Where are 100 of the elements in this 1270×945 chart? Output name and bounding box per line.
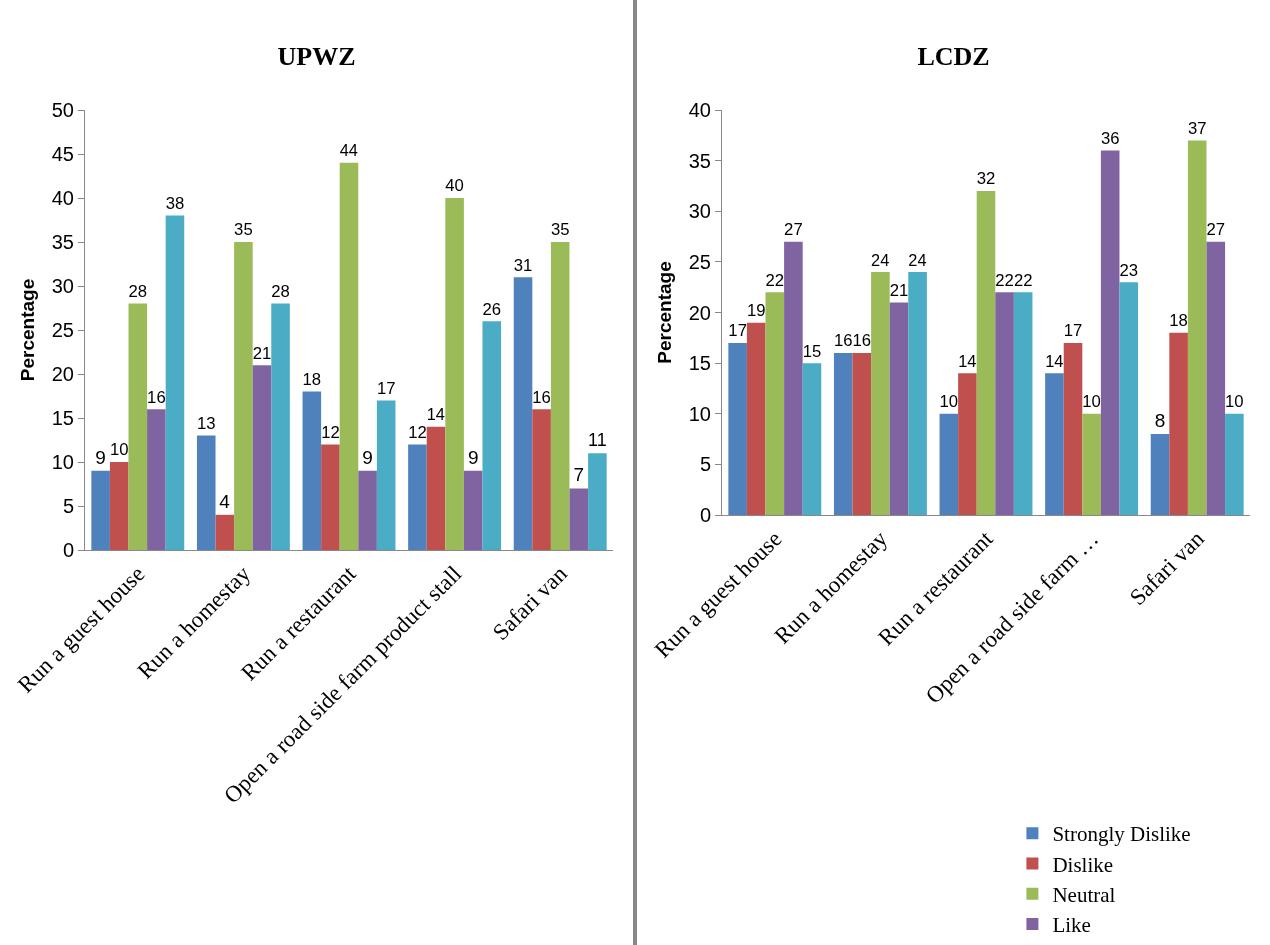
y-tick-label: 30 [688, 200, 711, 223]
y-tick-label: 5 [699, 453, 711, 476]
data-label: 8 [1154, 410, 1166, 431]
data-label: 4 [219, 490, 231, 512]
data-label: 24 [871, 250, 890, 269]
bar [1119, 282, 1139, 515]
y-axis-title: Percentage [16, 278, 38, 382]
bar [852, 353, 872, 515]
data-label: 31 [513, 255, 533, 275]
bar [728, 342, 747, 515]
bar [321, 444, 340, 550]
y-tick-label: 10 [688, 402, 711, 425]
bar [252, 365, 272, 550]
bar [976, 191, 996, 515]
bar [482, 321, 502, 550]
data-label: 16 [147, 387, 166, 407]
data-label: 10 [109, 440, 129, 460]
bar [1206, 241, 1226, 515]
chart-title: LCDZ [917, 42, 990, 72]
data-label: 9 [95, 446, 106, 468]
bar [833, 353, 853, 515]
y-tick-label: 35 [51, 231, 74, 253]
bar [128, 303, 148, 550]
bar [958, 373, 977, 515]
y-tick-label: 5 [62, 495, 74, 517]
data-label: 19 [746, 301, 766, 321]
bar [871, 272, 890, 515]
bar [908, 272, 927, 515]
data-label: 11 [588, 430, 607, 451]
data-label: 18 [302, 370, 322, 390]
data-label: 40 [445, 176, 464, 196]
bar [569, 488, 589, 550]
data-label: 22 [1013, 270, 1033, 290]
bar [939, 413, 959, 515]
data-label: 17 [1063, 321, 1083, 341]
bar [215, 514, 235, 550]
data-label: 14 [958, 351, 977, 370]
y-tick-label: 25 [688, 250, 711, 273]
data-label: 12 [321, 422, 340, 442]
chart-title: UPWZ [277, 42, 356, 72]
y-tick-label: 15 [51, 407, 74, 429]
legend-label: Strongly Dislike [1052, 822, 1191, 847]
data-label: 22 [995, 270, 1014, 290]
legend-label: Neutral [1052, 882, 1116, 907]
bar [165, 215, 185, 550]
y-tick-label: 40 [51, 187, 74, 209]
data-label: 10 [1082, 392, 1101, 412]
data-label: 13 [196, 414, 216, 434]
bar [376, 400, 396, 550]
bar [234, 242, 253, 550]
legend-label: Dislike [1052, 852, 1114, 877]
y-tick-label: 0 [62, 539, 74, 561]
bar [1169, 332, 1188, 515]
data-label: 26 [482, 299, 502, 319]
bar [1063, 342, 1083, 515]
bar [91, 470, 110, 550]
data-label: 10 [1225, 392, 1244, 412]
bar [302, 391, 322, 550]
bar [532, 409, 551, 550]
bar [588, 453, 607, 550]
data-label: 16 [532, 387, 551, 407]
y-tick-label: 15 [688, 352, 711, 375]
bar [513, 277, 533, 550]
data-label: 38 [165, 194, 185, 214]
data-label: 17 [376, 378, 396, 398]
bar [1225, 413, 1244, 515]
data-label: 15 [802, 341, 822, 361]
bar [271, 303, 290, 550]
data-label: 35 [550, 220, 570, 240]
bar [358, 470, 377, 550]
bar [196, 435, 216, 550]
bar [784, 241, 803, 515]
data-label: 7 [573, 464, 585, 486]
bar [889, 302, 909, 515]
y-tick-label: 20 [51, 363, 74, 385]
data-label: 32 [976, 169, 996, 189]
data-label: 9 [467, 446, 479, 468]
data-label: 27 [784, 220, 803, 240]
bar [339, 162, 359, 550]
bar [408, 444, 427, 550]
y-tick-label: 0 [699, 504, 711, 526]
y-tick-label: 30 [51, 275, 74, 297]
bar [550, 242, 570, 550]
data-label: 12 [408, 422, 427, 442]
y-tick-label: 10 [51, 451, 74, 473]
data-label: 22 [765, 270, 785, 290]
data-label: 36 [1100, 128, 1120, 148]
bar [109, 462, 129, 550]
y-tick-label: 50 [51, 99, 74, 121]
bar [746, 322, 766, 515]
data-label: 9 [362, 446, 373, 468]
bar [147, 409, 166, 550]
data-label: 18 [1169, 311, 1188, 331]
data-label: 23 [1119, 260, 1139, 280]
data-label: 16 [852, 331, 872, 351]
data-label: 37 [1187, 118, 1207, 138]
bar [1082, 413, 1101, 515]
data-label: 21 [252, 343, 272, 363]
data-label: 14 [1045, 351, 1064, 370]
data-label: 28 [128, 282, 148, 302]
